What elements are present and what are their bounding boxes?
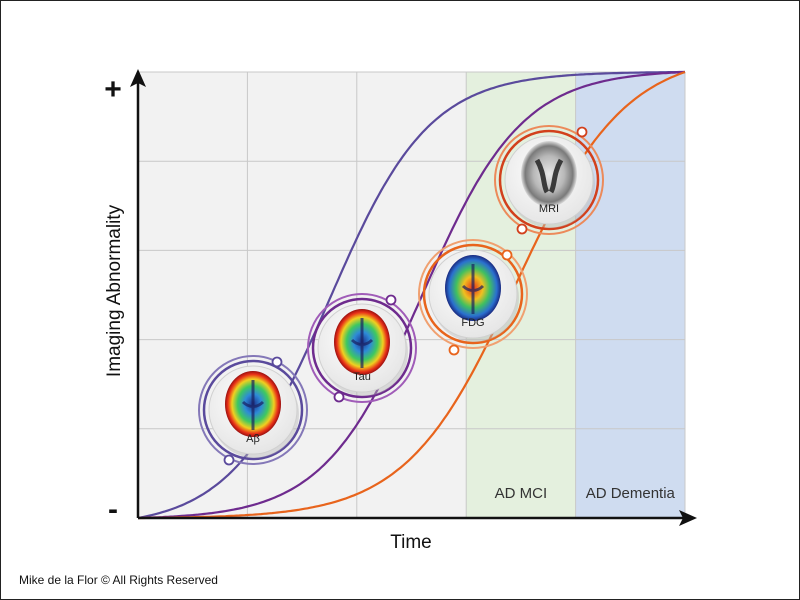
marker-anchor-dot xyxy=(333,391,345,403)
axes xyxy=(130,69,697,526)
midline xyxy=(241,380,265,430)
credit-text: Mike de la Flor © All Rights Reserved xyxy=(19,573,218,587)
marker-anchor-dot xyxy=(501,249,513,261)
marker-ring xyxy=(311,297,413,399)
marker-ring xyxy=(422,243,524,345)
marker-mri: MRI xyxy=(494,125,604,235)
marker-outer-ring xyxy=(494,125,604,235)
marker-label: FDG xyxy=(461,317,484,329)
curve-tau xyxy=(137,70,686,520)
marker-anchor-dot xyxy=(576,126,588,138)
marker-label: MRI xyxy=(539,203,559,215)
y-min-label: - xyxy=(108,493,118,526)
region-label: AD MCI xyxy=(495,485,548,502)
marker-tau: Tau xyxy=(307,293,417,403)
y-max-label: + xyxy=(104,73,122,106)
brain-scan-mri xyxy=(521,141,577,207)
region-ad-dementia xyxy=(575,72,685,518)
marker-ring xyxy=(498,129,600,231)
marker-anchor-dot xyxy=(271,356,283,368)
marker-anchor-dot xyxy=(385,294,397,306)
marker-outer-ring xyxy=(307,293,417,403)
marker-fdg: FDG xyxy=(418,239,528,349)
curves xyxy=(137,70,686,520)
y-axis-arrow xyxy=(130,69,146,87)
region-label: AD Dementia xyxy=(586,485,676,502)
marker-outer-ring xyxy=(418,239,528,349)
marker-anchor-dot xyxy=(223,454,235,466)
marker-label: Tau xyxy=(353,371,371,383)
markers: Aβ Tau FDG MRI xyxy=(198,125,604,466)
marker-anchor-dot xyxy=(516,223,528,235)
midline xyxy=(461,264,485,314)
marker-ring xyxy=(202,359,304,461)
marker-abeta: Aβ xyxy=(198,355,308,465)
x-axis-label: Time xyxy=(390,532,432,553)
marker-outer-ring xyxy=(198,355,308,465)
y-axis-label: Imaging Abnormality xyxy=(104,204,125,377)
x-axis-arrow xyxy=(679,510,697,526)
midline xyxy=(350,318,374,368)
curve-abeta xyxy=(137,70,685,520)
marker-anchor-dot xyxy=(448,344,460,356)
curve-fdg xyxy=(138,70,686,520)
marker-label: Aβ xyxy=(246,433,260,445)
ventricles xyxy=(534,158,564,194)
axis-labels: Time Imaging Abnormality + - xyxy=(104,73,432,553)
